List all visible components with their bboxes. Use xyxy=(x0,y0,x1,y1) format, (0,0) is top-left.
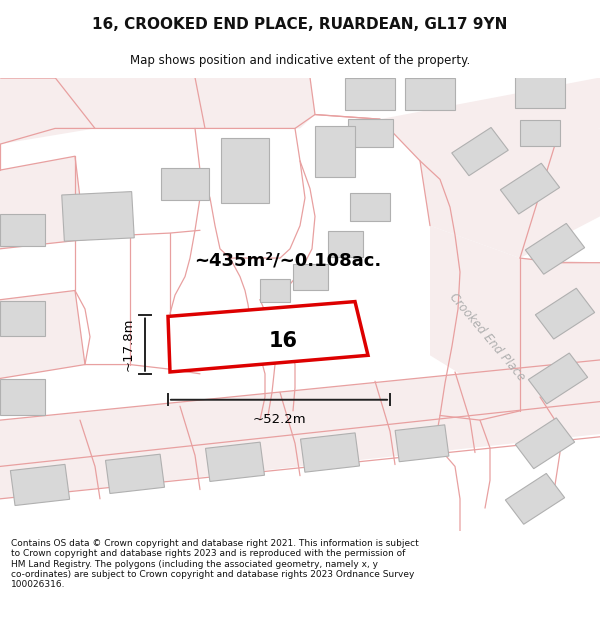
Bar xyxy=(221,138,269,202)
Bar xyxy=(520,120,560,146)
Bar xyxy=(260,279,290,302)
Polygon shape xyxy=(0,397,600,499)
Polygon shape xyxy=(0,78,95,144)
Bar xyxy=(0,214,44,246)
Bar xyxy=(529,353,587,404)
Polygon shape xyxy=(195,78,315,128)
Bar xyxy=(405,78,455,111)
Bar xyxy=(350,193,390,221)
Polygon shape xyxy=(55,78,205,128)
Bar xyxy=(106,454,164,494)
Bar xyxy=(395,425,449,462)
Bar xyxy=(315,126,355,177)
Text: Contains OS data © Crown copyright and database right 2021. This information is : Contains OS data © Crown copyright and d… xyxy=(11,539,419,589)
Bar xyxy=(293,264,328,289)
Text: 16: 16 xyxy=(269,331,298,351)
Bar xyxy=(505,473,565,524)
Bar xyxy=(526,223,584,274)
Bar xyxy=(515,75,565,108)
Polygon shape xyxy=(168,302,368,372)
Text: Crooked End Place: Crooked End Place xyxy=(446,291,527,383)
Bar xyxy=(0,301,44,336)
Polygon shape xyxy=(420,128,600,258)
Bar xyxy=(206,442,265,481)
Bar xyxy=(10,464,70,506)
Bar xyxy=(328,231,362,257)
Bar xyxy=(62,192,134,241)
Text: ~435m²/~0.108ac.: ~435m²/~0.108ac. xyxy=(194,252,382,270)
Bar xyxy=(345,78,395,111)
Text: ~17.8m: ~17.8m xyxy=(122,318,135,371)
Polygon shape xyxy=(0,291,85,379)
Bar xyxy=(515,418,575,469)
Text: ~52.2m: ~52.2m xyxy=(252,412,306,426)
Text: 16, CROOKED END PLACE, RUARDEAN, GL17 9YN: 16, CROOKED END PLACE, RUARDEAN, GL17 9Y… xyxy=(92,18,508,32)
Bar xyxy=(452,127,508,176)
Polygon shape xyxy=(430,226,600,411)
Bar xyxy=(535,288,595,339)
Polygon shape xyxy=(0,156,85,249)
Bar xyxy=(500,163,560,214)
Polygon shape xyxy=(380,78,600,161)
Text: Map shows position and indicative extent of the property.: Map shows position and indicative extent… xyxy=(130,54,470,67)
Bar xyxy=(161,168,209,200)
Polygon shape xyxy=(0,360,600,466)
Bar xyxy=(301,433,359,472)
Bar xyxy=(347,119,392,147)
Bar xyxy=(0,379,44,414)
